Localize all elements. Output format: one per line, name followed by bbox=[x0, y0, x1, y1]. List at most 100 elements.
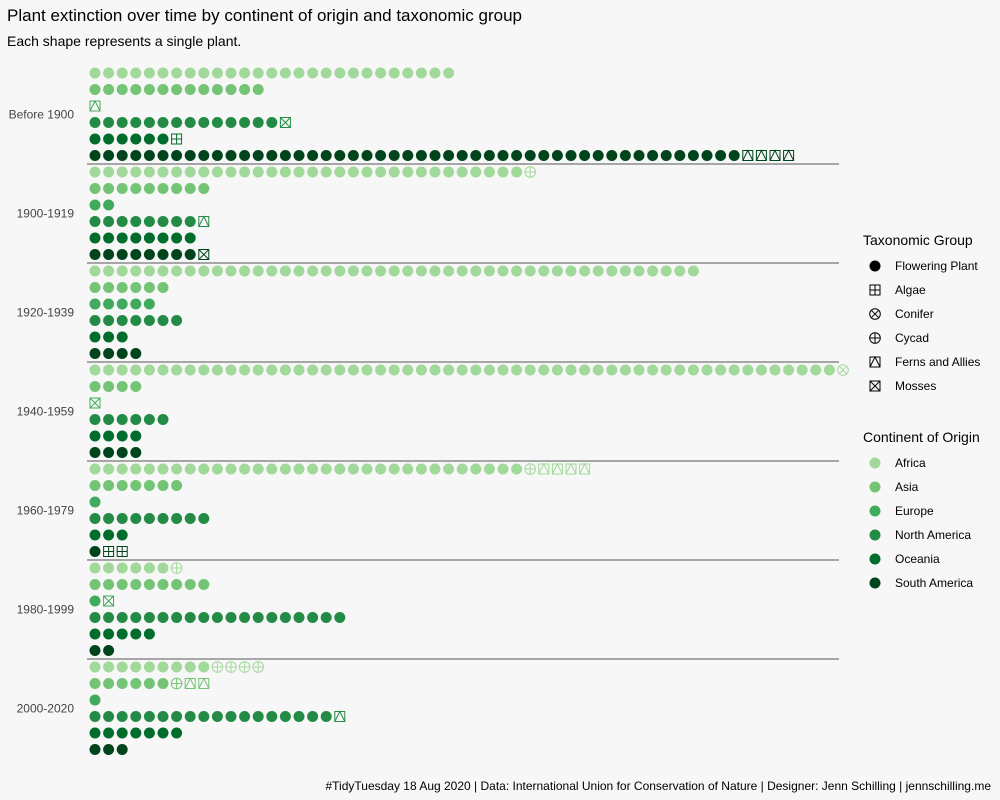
plant-mark bbox=[483, 364, 495, 376]
plant-mark bbox=[198, 463, 210, 475]
plant-mark bbox=[89, 315, 101, 326]
plant-mark bbox=[116, 183, 128, 194]
period-label: 1920-1939 bbox=[17, 305, 75, 319]
plant-mark bbox=[415, 364, 427, 376]
plant-mark bbox=[198, 513, 210, 524]
plant-mark bbox=[130, 150, 142, 161]
plant-mark bbox=[579, 150, 591, 161]
plant-mark bbox=[89, 612, 101, 623]
plant-mark bbox=[402, 463, 414, 475]
plant-mark bbox=[823, 364, 835, 376]
plant-mark bbox=[116, 166, 128, 178]
legend-key-continent bbox=[869, 529, 881, 541]
plant-mark bbox=[157, 117, 169, 128]
plant-mark bbox=[89, 744, 101, 755]
plant-mark bbox=[171, 166, 183, 178]
plant-mark bbox=[565, 364, 577, 376]
plant-mark bbox=[293, 463, 305, 475]
plant-mark bbox=[293, 265, 305, 277]
plant-mark bbox=[103, 645, 115, 656]
plant-mark bbox=[347, 166, 359, 178]
plant-mark bbox=[211, 265, 223, 277]
plant-mark bbox=[456, 150, 468, 161]
plant-mark bbox=[347, 150, 359, 161]
plant-mark bbox=[130, 711, 142, 722]
plant-mark bbox=[211, 84, 223, 95]
plant-mark bbox=[89, 546, 101, 557]
plant-mark bbox=[456, 364, 468, 376]
plant-mark bbox=[511, 166, 523, 178]
legend-label: South America bbox=[895, 576, 973, 590]
plant-mark bbox=[252, 612, 264, 623]
plant-mark bbox=[103, 282, 115, 293]
plant-mark bbox=[157, 282, 169, 293]
plant-mark bbox=[130, 430, 142, 442]
plant-mark bbox=[266, 166, 278, 178]
plant-mark bbox=[361, 67, 373, 79]
plant-mark bbox=[606, 150, 618, 161]
plant-mark bbox=[701, 364, 713, 376]
plant-mark bbox=[239, 84, 251, 95]
plant-mark bbox=[89, 298, 101, 310]
plant-mark bbox=[103, 348, 115, 359]
plant-mark bbox=[103, 579, 115, 590]
plant-mark bbox=[143, 232, 155, 244]
plant-mark bbox=[279, 612, 291, 623]
plant-mark bbox=[307, 463, 319, 475]
plant-mark bbox=[755, 364, 767, 376]
plant-mark bbox=[483, 150, 495, 161]
plant-mark bbox=[116, 381, 128, 392]
plant-mark bbox=[130, 513, 142, 524]
plant-mark bbox=[279, 150, 291, 161]
plant-mark bbox=[198, 166, 210, 178]
plant-mark bbox=[252, 661, 265, 673]
legend-key-square-x bbox=[869, 380, 881, 392]
plant-mark bbox=[103, 661, 115, 673]
plant-mark bbox=[769, 149, 781, 161]
plant-mark bbox=[579, 364, 591, 376]
plant-mark bbox=[116, 430, 128, 442]
plant-mark bbox=[415, 67, 427, 79]
plant-mark bbox=[116, 579, 128, 590]
plant-mark bbox=[103, 546, 115, 557]
plant-mark bbox=[157, 216, 169, 227]
plant-mark bbox=[171, 579, 183, 590]
plant-mark bbox=[429, 463, 441, 475]
plant-mark bbox=[551, 150, 563, 161]
plant-mark bbox=[470, 166, 482, 178]
plant-mark bbox=[307, 166, 319, 178]
plant-mark bbox=[89, 579, 101, 590]
plant-mark bbox=[211, 463, 223, 475]
plant-mark bbox=[89, 282, 101, 293]
plant-mark bbox=[307, 711, 319, 722]
plant-mark bbox=[116, 84, 128, 95]
plant-mark bbox=[157, 315, 169, 326]
plant-mark bbox=[89, 133, 101, 145]
plant-mark bbox=[143, 711, 155, 722]
plant-mark bbox=[443, 166, 455, 178]
plant-mark bbox=[116, 216, 128, 227]
plant-mark bbox=[157, 727, 169, 739]
legend-label: Ferns and Allies bbox=[895, 355, 980, 369]
plant-mark bbox=[103, 430, 115, 442]
plant-mark bbox=[225, 711, 237, 722]
plant-mark bbox=[674, 265, 686, 277]
plant-mark bbox=[293, 612, 305, 623]
plant-mark bbox=[769, 364, 781, 376]
plant-mark bbox=[143, 628, 155, 640]
plant-mark bbox=[361, 166, 373, 178]
plant-mark bbox=[103, 744, 115, 755]
plant-mark bbox=[225, 661, 237, 673]
plant-mark bbox=[143, 727, 155, 739]
plant-mark bbox=[538, 265, 550, 277]
plant-mark bbox=[157, 661, 169, 673]
plant-mark bbox=[347, 67, 359, 79]
plant-mark bbox=[293, 166, 305, 178]
plant-mark bbox=[633, 265, 645, 277]
plant-mark bbox=[198, 265, 210, 277]
plant-mark bbox=[157, 414, 169, 425]
plant-mark bbox=[252, 711, 264, 722]
legend-key-square-triangle bbox=[869, 355, 881, 368]
plant-mark bbox=[103, 628, 115, 640]
plant-mark bbox=[103, 315, 115, 326]
